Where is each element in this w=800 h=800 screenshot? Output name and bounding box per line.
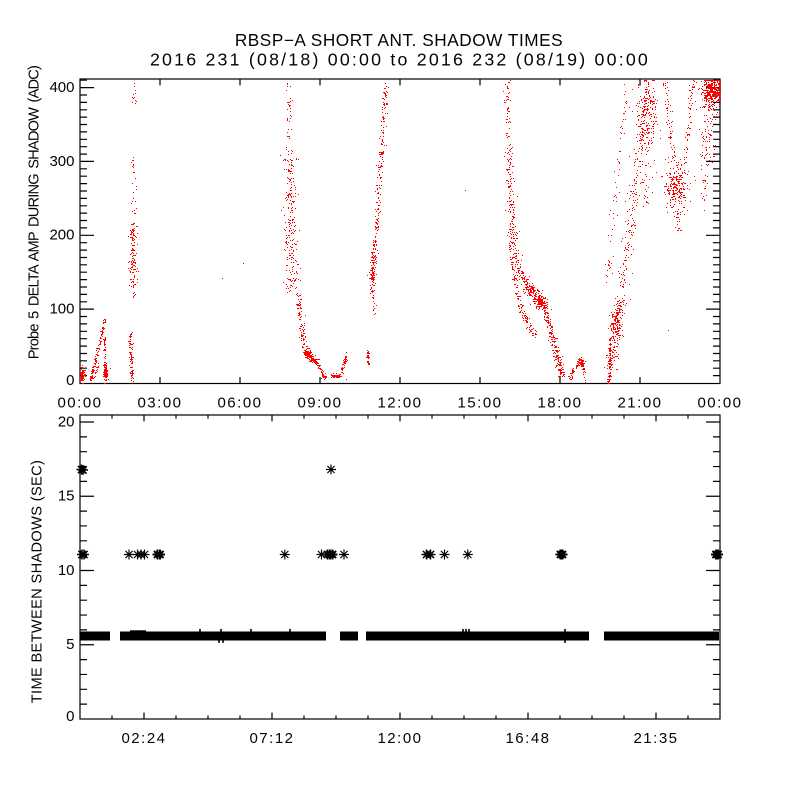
svg-text:400: 400 — [49, 79, 74, 96]
svg-text:2016 231 (08/18) 00:00 to 2016: 2016 231 (08/18) 00:00 to 2016 232 (08/1… — [150, 50, 650, 70]
svg-text:15: 15 — [58, 488, 75, 505]
svg-text:0: 0 — [66, 372, 74, 389]
svg-text:18:00: 18:00 — [537, 394, 582, 411]
svg-text:12:00: 12:00 — [377, 394, 422, 411]
svg-text:16:48: 16:48 — [505, 730, 550, 747]
svg-text:21:00: 21:00 — [617, 394, 662, 411]
svg-text:06:00: 06:00 — [217, 394, 262, 411]
svg-text:00:00: 00:00 — [57, 394, 102, 411]
svg-text:15:00: 15:00 — [457, 394, 502, 411]
svg-text:Probe 5 DELTA AMP DURING SHADO: Probe 5 DELTA AMP DURING SHADOW (ADC) — [27, 66, 43, 359]
svg-text:300: 300 — [49, 153, 74, 170]
svg-text:02:24: 02:24 — [121, 730, 166, 747]
svg-text:09:00: 09:00 — [297, 394, 342, 411]
svg-text:03:00: 03:00 — [137, 394, 182, 411]
svg-text:5: 5 — [66, 636, 74, 653]
svg-text:12:00: 12:00 — [377, 730, 422, 747]
svg-text:RBSP−A SHORT ANT. SHADOW TIMES: RBSP−A SHORT ANT. SHADOW TIMES — [235, 30, 563, 50]
svg-text:TIME BETWEEN SHADOWS (SEC): TIME BETWEEN SHADOWS (SEC) — [30, 460, 46, 703]
svg-text:10: 10 — [58, 562, 75, 579]
svg-text:0: 0 — [66, 708, 74, 725]
svg-text:200: 200 — [49, 227, 74, 244]
svg-text:07:12: 07:12 — [249, 730, 294, 747]
svg-text:20: 20 — [58, 413, 75, 430]
svg-text:100: 100 — [49, 301, 74, 318]
svg-text:00:00: 00:00 — [697, 394, 742, 411]
svg-text:21:35: 21:35 — [633, 730, 678, 747]
